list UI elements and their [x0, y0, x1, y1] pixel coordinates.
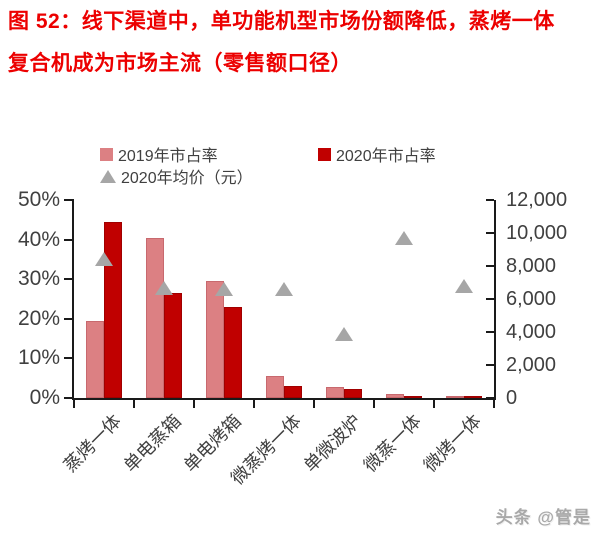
y-axis-tick-right	[486, 199, 494, 201]
legend-item-price: 2020年均价（元）	[100, 164, 253, 188]
watermark: 头条 @管是	[495, 508, 591, 527]
bar-group	[434, 200, 494, 398]
bar-2020	[344, 389, 362, 398]
figure-title: 图 52：线下渠道中，单功能机型市场份额降低，蒸烤一体 复合机成为市场主流（零售…	[8, 1, 594, 85]
bar-2019	[266, 376, 284, 398]
y-axis-label-left: 0%	[29, 386, 60, 409]
y-axis-label-left: 20%	[17, 306, 60, 330]
y-axis-label-left: 30%	[17, 267, 60, 291]
price-triangle-marker-icon	[335, 326, 353, 341]
price-triangle-marker-icon	[455, 278, 473, 293]
bar-2019	[446, 396, 464, 398]
y-axis-label-right: 8,000	[506, 255, 557, 277]
x-axis-tick	[433, 400, 435, 408]
y-axis-tick-right	[486, 364, 494, 366]
x-axis-label: 蒸烤一体	[59, 410, 125, 476]
bar-2020	[104, 221, 122, 398]
y-axis-label-right: 4,000	[506, 321, 557, 343]
y-axis-label-left: 10%	[17, 346, 60, 370]
y-axis-tick-left	[64, 397, 74, 399]
legend-marker-2020-square-icon	[318, 147, 331, 161]
x-axis-label: 微烤一体	[419, 410, 485, 476]
bar-2020	[224, 306, 242, 398]
y-axis-tick-right	[486, 298, 494, 300]
figure-title-line2: 复合机成为市场主流（零售额口径）	[8, 52, 352, 75]
x-axis-tick	[192, 400, 195, 408]
x-axis-label: 单微波炉	[299, 410, 365, 476]
y-axis-label-right: 0	[506, 387, 518, 409]
legend-row-1: 2019年市占率 2020年市占率	[100, 143, 580, 165]
y-axis-label-left: 50%	[17, 188, 60, 211]
price-triangle-marker-icon	[215, 282, 233, 297]
y-axis-tick-right	[486, 265, 494, 267]
x-axis-tick	[253, 400, 255, 408]
y-axis-tick-left	[64, 317, 74, 320]
legend-label-price: 2020年均价（元）	[121, 170, 253, 187]
bar-group	[74, 200, 134, 398]
x-axis-tick	[73, 400, 75, 408]
legend-item-2020: 2020年市占率	[318, 142, 436, 166]
legend-label-2020: 2020年市占率	[336, 148, 436, 165]
bar-group	[194, 200, 254, 398]
y-axis-label-right: 12,000	[506, 189, 568, 211]
y-axis-label-left: 40%	[17, 227, 60, 251]
y-axis-label-right: 10,000	[506, 222, 568, 244]
x-axis-tick	[493, 400, 495, 408]
y-axis-tick-left	[64, 238, 74, 241]
y-axis-tick-right	[486, 331, 494, 333]
y-axis-label-right: 6,000	[506, 288, 557, 310]
y-axis-tick-right	[486, 397, 494, 399]
x-axis-tick	[312, 400, 315, 408]
legend-row-2: 2020年均价（元）	[100, 165, 580, 187]
price-triangle-marker-icon	[95, 252, 113, 267]
x-axis-label: 微蒸一体	[359, 410, 425, 476]
bar-2020	[164, 293, 182, 398]
bar-2020	[464, 396, 482, 398]
price-triangle-marker-icon	[275, 282, 293, 297]
price-triangle-marker-icon	[395, 230, 413, 245]
figure-title-line1: 图 52：线下渠道中，单功能机型市场份额降低，蒸烤一体	[8, 10, 555, 33]
plot-area: 0% 10% 20% 30% 40% 50% 0 2,000 4,000 6,000 8,000 10…	[18, 188, 567, 489]
legend-marker-2019-square-icon	[100, 147, 113, 161]
bar-2019	[86, 320, 104, 398]
price-triangle-marker-icon	[155, 280, 173, 295]
legend-marker-price-triangle-icon	[100, 169, 116, 183]
bar-2019	[146, 237, 164, 398]
y-axis-tick-right	[486, 232, 494, 234]
y-axis-tick-left	[64, 278, 74, 281]
bar-2020	[404, 395, 422, 398]
legend-label-2019: 2019年市占率	[118, 148, 218, 165]
bar-2019	[206, 281, 224, 398]
x-axis-tick	[373, 400, 375, 408]
y-axis-tick-left	[64, 357, 74, 360]
x-axis-tick	[132, 400, 135, 408]
bar-2019	[326, 386, 344, 398]
bar-2020	[284, 386, 302, 398]
legend-item-2019: 2019年市占率	[100, 142, 318, 166]
bar-2019	[386, 394, 404, 398]
y-axis-label-right: 2,000	[506, 354, 557, 376]
bar-group	[254, 200, 314, 398]
y-axis-tick-left	[64, 199, 74, 201]
chart-legend: 2019年市占率 2020年市占率 2020年均价（元）	[100, 143, 580, 187]
x-axis-label: 单电蒸箱	[119, 410, 185, 476]
bar-group	[314, 200, 374, 398]
bar-group	[134, 200, 194, 398]
bar-group	[374, 200, 434, 398]
